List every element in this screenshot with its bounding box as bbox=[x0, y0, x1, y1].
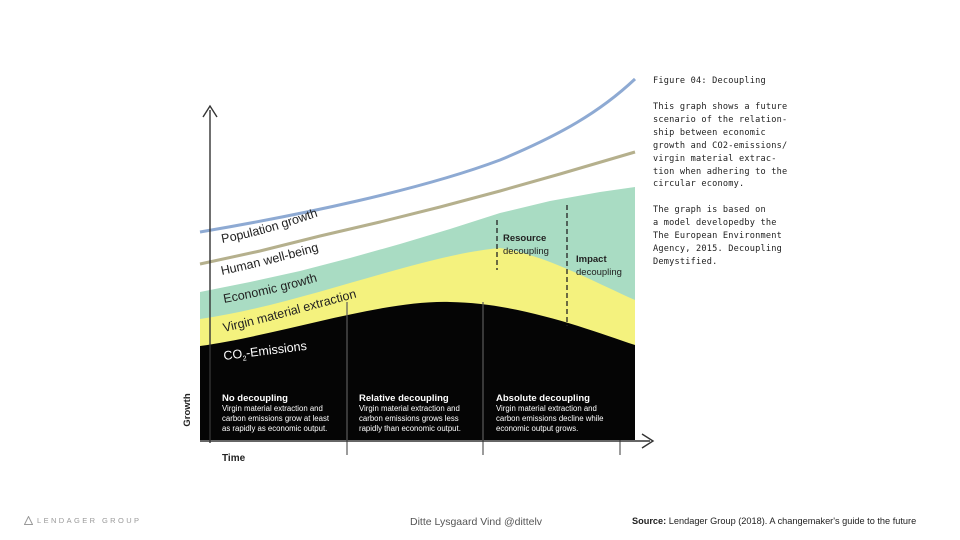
source-citation: Source: Lendager Group (2018). A changem… bbox=[632, 516, 916, 526]
phase-title: Absolute decoupling bbox=[496, 393, 590, 404]
human-wellbeing-line bbox=[199, 150, 636, 266]
phase-line: carbon emissions grows less bbox=[359, 414, 459, 423]
figure-reference: The graph is based on a model developedb… bbox=[653, 205, 782, 267]
co2-emissions-band bbox=[200, 301, 635, 440]
phase-line: Virgin material extraction and bbox=[359, 404, 460, 413]
impact-decoupling-label: Impact decoupling bbox=[576, 254, 622, 278]
phase-title: Relative decoupling bbox=[359, 393, 449, 404]
phase-relative-decoupling: Relative decoupling Virgin material extr… bbox=[359, 393, 461, 433]
author-credit: Ditte Lysgaard Vind @dittelv bbox=[410, 516, 543, 528]
phase-no-decoupling: No decoupling Virgin material extraction… bbox=[222, 393, 330, 433]
population-growth-line bbox=[199, 77, 637, 234]
x-axis-label: Time bbox=[222, 453, 246, 464]
phase-title: No decoupling bbox=[222, 393, 288, 404]
phase-line: carbon emissions grow at least bbox=[222, 414, 330, 423]
phase-line: Virgin material extraction and bbox=[496, 404, 597, 413]
figure-description: This graph shows a future scenario of th… bbox=[653, 102, 788, 190]
x-axis-arrow-icon bbox=[641, 433, 655, 449]
logo-text: LENDAGER GROUP bbox=[37, 516, 142, 525]
y-axis-label: Growth bbox=[182, 393, 193, 426]
figure-title: Figure 04: Decoupling bbox=[653, 76, 766, 86]
source-text: Lendager Group (2018). A changemaker's g… bbox=[666, 516, 917, 526]
phase-line: carbon emissions decline while bbox=[496, 414, 603, 423]
resource-decoupling-label: Resource decoupling bbox=[503, 233, 549, 257]
source-label: Source: bbox=[632, 516, 667, 526]
company-logo: LENDAGER GROUP bbox=[24, 516, 141, 525]
phase-line: rapidly than economic output. bbox=[359, 424, 461, 433]
y-axis-arrow-icon bbox=[202, 104, 218, 118]
logo-mark-icon bbox=[24, 516, 33, 525]
phase-line: Virgin material extraction and bbox=[222, 404, 323, 413]
phase-line: economic output grows. bbox=[496, 424, 578, 433]
phase-absolute-decoupling: Absolute decoupling Virgin material extr… bbox=[496, 393, 603, 433]
phase-line: as rapidly as economic output. bbox=[222, 424, 327, 433]
